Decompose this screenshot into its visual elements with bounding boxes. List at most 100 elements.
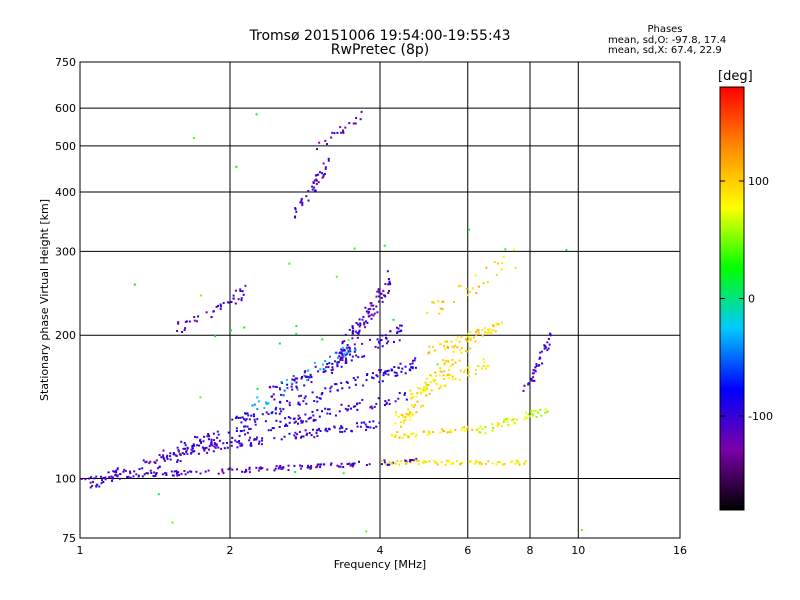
- data-point: [205, 311, 208, 314]
- data-point: [285, 378, 288, 381]
- data-point: [92, 480, 94, 483]
- data-point: [297, 401, 300, 404]
- data-point: [475, 292, 478, 294]
- data-point: [491, 423, 494, 426]
- data-point: [426, 384, 429, 387]
- data-point: [101, 479, 103, 482]
- data-point: [527, 413, 530, 416]
- data-point: [304, 429, 307, 432]
- data-point: [193, 444, 196, 447]
- data-point: [467, 228, 470, 231]
- data-point: [390, 368, 393, 371]
- data-point: [465, 287, 468, 290]
- data-point: [331, 372, 334, 374]
- data-point: [451, 363, 454, 366]
- data-point: [485, 365, 488, 368]
- data-point: [354, 330, 357, 333]
- data-point: [447, 460, 450, 463]
- data-point: [390, 461, 393, 464]
- data-point: [339, 351, 342, 354]
- data-point: [186, 471, 189, 474]
- data-point: [307, 369, 310, 372]
- data-point: [454, 428, 457, 431]
- data-point: [318, 427, 321, 430]
- data-point: [547, 338, 550, 340]
- data-point: [411, 366, 414, 369]
- data-point: [351, 325, 354, 328]
- data-point: [252, 413, 255, 416]
- data-point: [493, 261, 496, 264]
- data-point: [261, 437, 264, 440]
- data-point: [339, 126, 342, 129]
- data-point: [369, 426, 372, 429]
- data-point: [341, 341, 344, 343]
- data-point: [469, 459, 472, 462]
- data-point: [312, 428, 314, 431]
- data-point: [346, 409, 349, 412]
- data-point: [523, 418, 526, 421]
- data-point: [127, 475, 130, 478]
- data-point: [258, 440, 261, 443]
- data-point: [524, 460, 527, 462]
- data-point: [381, 345, 384, 348]
- data-point: [407, 414, 410, 416]
- data-point: [350, 407, 352, 410]
- data-point: [409, 415, 412, 418]
- data-point: [415, 433, 418, 436]
- data-point: [286, 387, 289, 389]
- data-point: [293, 434, 296, 437]
- data-point: [388, 290, 390, 292]
- data-point: [430, 381, 432, 384]
- data-point: [494, 330, 497, 333]
- data-point: [388, 460, 391, 463]
- data-point: [302, 420, 304, 423]
- data-point: [393, 341, 395, 343]
- data-point: [387, 373, 390, 376]
- data-point: [539, 351, 542, 354]
- data-point: [217, 472, 220, 475]
- data-point: [363, 355, 366, 358]
- data-point: [415, 457, 418, 460]
- data-point: [444, 463, 447, 466]
- data-point: [300, 419, 303, 422]
- data-point: [315, 432, 318, 435]
- data-point: [365, 530, 368, 533]
- data-point: [246, 431, 249, 434]
- data-point: [245, 468, 247, 471]
- data-point: [328, 362, 331, 365]
- data-point: [416, 400, 419, 403]
- data-point: [261, 439, 264, 442]
- data-point: [248, 428, 251, 430]
- data-point: [226, 441, 228, 444]
- data-point: [350, 359, 353, 362]
- data-point: [547, 347, 550, 350]
- data-point: [196, 444, 199, 447]
- data-point: [230, 444, 233, 447]
- data-point: [222, 442, 225, 445]
- data-point: [362, 384, 365, 387]
- data-point: [297, 403, 300, 406]
- data-point: [245, 412, 247, 415]
- data-point: [220, 305, 222, 308]
- data-point: [468, 338, 471, 341]
- data-point: [312, 414, 315, 417]
- data-point: [301, 465, 304, 468]
- data-point: [342, 130, 345, 133]
- data-point: [423, 460, 426, 462]
- data-point: [311, 185, 314, 188]
- data-point: [450, 431, 453, 434]
- data-point: [523, 384, 526, 387]
- data-point: [343, 352, 346, 355]
- data-point: [425, 394, 428, 397]
- data-point: [215, 305, 218, 308]
- data-point: [155, 472, 158, 474]
- data-point: [475, 459, 477, 462]
- data-point: [107, 471, 110, 474]
- chart-subtitle: RwPretec (8p): [330, 42, 430, 58]
- data-point: [501, 463, 504, 466]
- data-point: [514, 422, 516, 425]
- data-point: [342, 129, 344, 132]
- data-point: [274, 385, 277, 388]
- data-point: [279, 407, 282, 410]
- data-point: [466, 339, 468, 342]
